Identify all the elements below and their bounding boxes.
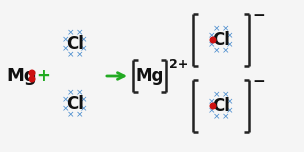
Circle shape — [210, 103, 216, 109]
Text: ×: × — [221, 24, 229, 33]
Text: ×: × — [75, 88, 83, 97]
Text: Cl: Cl — [66, 35, 84, 53]
Text: ×: × — [221, 112, 229, 121]
Text: ×: × — [80, 35, 88, 44]
Text: ×: × — [62, 44, 70, 53]
Text: ×: × — [80, 104, 88, 113]
Text: ×: × — [62, 95, 70, 104]
Text: ×: × — [67, 111, 75, 119]
Text: ×: × — [213, 90, 221, 100]
Text: ×: × — [208, 40, 216, 49]
Text: ×: × — [67, 88, 75, 97]
Text: ×: × — [226, 40, 234, 49]
Text: Cl: Cl — [212, 31, 230, 49]
Text: ×: × — [67, 50, 75, 59]
Text: ×: × — [221, 90, 229, 100]
Text: ×: × — [208, 97, 216, 106]
Text: Mg: Mg — [135, 67, 164, 85]
Text: ×: × — [62, 35, 70, 44]
Text: ×: × — [80, 44, 88, 53]
Text: Cl: Cl — [212, 97, 230, 115]
Text: Cl: Cl — [66, 95, 84, 113]
Text: −: − — [252, 74, 265, 90]
Text: ×: × — [80, 95, 88, 104]
Text: ×: × — [213, 112, 221, 121]
Text: ×: × — [213, 24, 221, 33]
Text: ×: × — [221, 47, 229, 55]
Text: ×: × — [75, 50, 83, 59]
Circle shape — [210, 37, 216, 43]
Text: ×: × — [226, 106, 234, 115]
Text: 2+: 2+ — [169, 57, 188, 71]
Text: ×: × — [213, 47, 221, 55]
Circle shape — [29, 76, 35, 82]
Text: ×: × — [67, 29, 75, 38]
Text: ×: × — [75, 111, 83, 119]
Text: ×: × — [226, 97, 234, 106]
Text: ×: × — [208, 106, 216, 115]
Text: −: − — [252, 9, 265, 24]
Circle shape — [29, 70, 35, 76]
Text: +: + — [36, 67, 50, 85]
Text: ×: × — [226, 31, 234, 40]
Text: ×: × — [62, 104, 70, 113]
Text: ×: × — [75, 29, 83, 38]
Text: ×: × — [208, 31, 216, 40]
Text: Mg: Mg — [6, 67, 36, 85]
